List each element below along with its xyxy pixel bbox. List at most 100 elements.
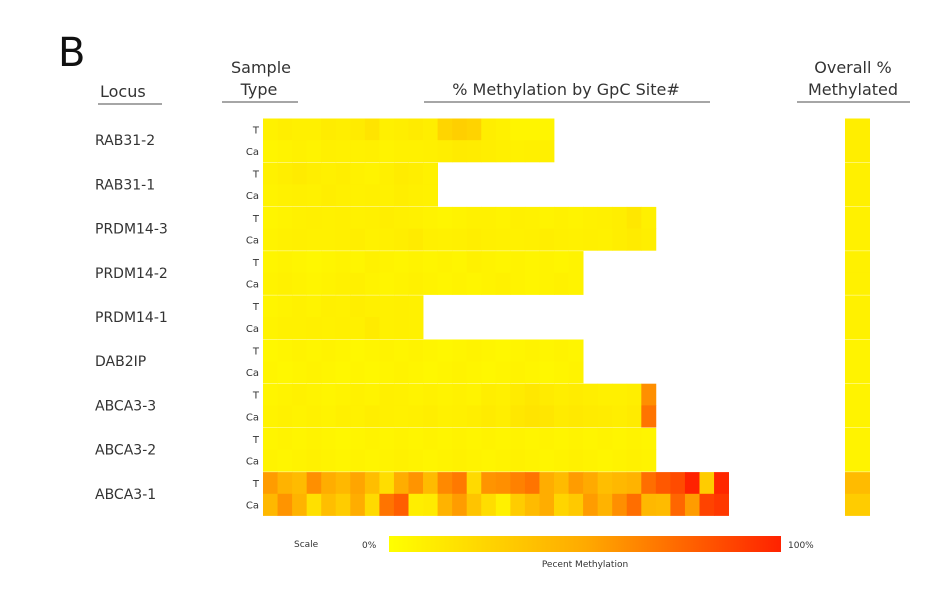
heatmap-cell [408, 339, 424, 362]
heatmap-cell [510, 383, 526, 406]
heatmap-cell [379, 317, 395, 340]
heatmap-cell [466, 427, 482, 450]
heatmap-cell [452, 206, 468, 229]
heatmap-cell [554, 339, 569, 362]
heatmap-cell [524, 206, 540, 229]
heatmap-cell [277, 184, 293, 207]
heatmap-cell [321, 383, 337, 406]
sample-type-label: T [252, 125, 260, 136]
heatmap-cell [568, 449, 584, 472]
heatmap-cell [292, 140, 308, 163]
heatmap-cell [263, 140, 278, 163]
heatmap-cell [408, 472, 424, 495]
overall-cell [845, 493, 870, 516]
heatmap-cell [452, 493, 468, 516]
heatmap-cell [626, 405, 642, 428]
heatmap-cell [699, 493, 715, 516]
heatmap-cell [350, 427, 366, 450]
heatmap-cell [263, 449, 278, 472]
heatmap-cell [408, 206, 424, 229]
heatmap-cell [466, 339, 482, 362]
heatmap-cell [524, 361, 540, 384]
heatmap-cell [393, 339, 409, 362]
locus-label: PRDM14-1 [95, 310, 168, 326]
heatmap-cell [641, 472, 657, 495]
sample-type-label: T [252, 302, 260, 313]
locus-label: ABCA3-3 [95, 398, 156, 414]
heatmap-cell [539, 405, 555, 428]
heatmap-cell [277, 449, 293, 472]
heatmap-cell [568, 272, 584, 295]
heatmap-cell [277, 361, 293, 384]
heatmap-cell [423, 405, 438, 428]
heatmap-cell [481, 361, 497, 384]
heatmap-cell [452, 427, 468, 450]
heatmap-cell [335, 295, 351, 318]
heatmap-cell [277, 472, 293, 495]
heatmap-cell [335, 317, 351, 340]
heatmap-cell [437, 427, 453, 450]
heatmap-cell [321, 251, 337, 274]
heatmap-cell [597, 206, 613, 229]
heatmap-cell [597, 493, 613, 516]
heatmap-cell [423, 449, 438, 472]
heatmap-cell [495, 206, 511, 229]
heatmap-cell [714, 493, 729, 516]
scale-gradient-bar [389, 536, 781, 552]
heatmap-cell [364, 184, 380, 207]
heatmap-cell [335, 493, 351, 516]
heatmap-cell [423, 472, 438, 495]
heatmap-cell [612, 405, 628, 428]
locus-header: Locus [100, 82, 146, 101]
scale-caption: Pecent Methylation [542, 560, 628, 570]
heatmap-cell [306, 140, 322, 163]
heatmap-cell [408, 228, 424, 251]
heatmap-cell [292, 361, 308, 384]
heatmap-cell [524, 449, 540, 472]
heatmap-cell [495, 405, 511, 428]
heatmap-cell [408, 405, 424, 428]
heatmap-cell [364, 449, 380, 472]
heatmap-cell [321, 361, 337, 384]
heatmap-cell [335, 427, 351, 450]
overall-cell [845, 272, 870, 295]
heatmap-cell [510, 361, 526, 384]
heatmap-cell [335, 449, 351, 472]
heatmap-cell [263, 206, 278, 229]
locus-label: ABCA3-2 [95, 443, 156, 459]
sample-type-label: Ca [246, 412, 259, 423]
heatmap-cell [335, 405, 351, 428]
heatmap-cell [539, 272, 555, 295]
heatmap-cell [321, 472, 337, 495]
heatmap-cell [437, 251, 453, 274]
heatmap-cell [379, 383, 395, 406]
heatmap-cell [277, 427, 293, 450]
heatmap-cell [612, 493, 628, 516]
heatmap-cell [466, 405, 482, 428]
heatmap-cell [292, 295, 308, 318]
heatmap-cell [597, 427, 613, 450]
heatmap-cell [364, 162, 380, 185]
heatmap-cell [379, 361, 395, 384]
heatmap-cell [350, 493, 366, 516]
heatmap-cell [350, 272, 366, 295]
heatmap-cell [524, 472, 540, 495]
heatmap-cell [583, 427, 599, 450]
heatmap-cell [292, 472, 308, 495]
heatmap-cell [408, 140, 424, 163]
heatmap-cell [321, 272, 337, 295]
heatmap-cell [568, 339, 584, 362]
heatmap-cell [452, 361, 468, 384]
heatmap-cell [263, 493, 278, 516]
heatmap-cell [306, 317, 322, 340]
heatmap-cell [350, 317, 366, 340]
heatmap-cell [524, 427, 540, 450]
heatmap-cell [524, 251, 540, 274]
heatmap-cell [568, 228, 584, 251]
heatmap-cell [452, 272, 468, 295]
heatmap-cell [481, 339, 497, 362]
heatmap-cell [335, 206, 351, 229]
heatmap-cell [292, 405, 308, 428]
heatmap-cell [641, 228, 657, 251]
heatmap-cell [306, 251, 322, 274]
